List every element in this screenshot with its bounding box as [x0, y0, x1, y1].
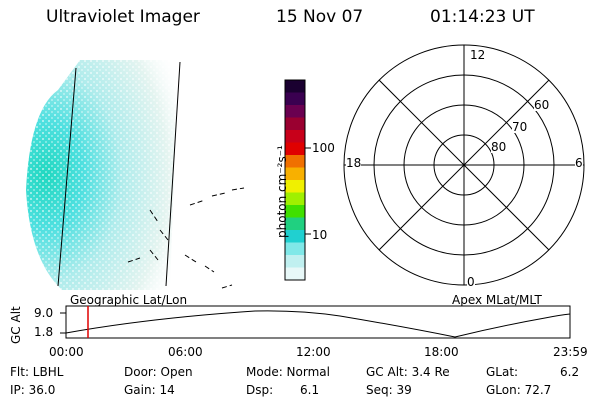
- colorbar-band: [285, 130, 305, 143]
- mlt-label-6: 6: [575, 156, 583, 170]
- mlt-label-12: 12: [470, 48, 486, 62]
- status-gain: Gain: 14: [124, 383, 175, 397]
- colorbar-tick-100: 100: [312, 141, 335, 155]
- status-dsp-label: Dsp:: [246, 383, 274, 397]
- colorbar-band: [285, 242, 305, 256]
- mlt-label-18: 18: [346, 156, 362, 170]
- timeline-xtick-1800: 18:00: [424, 345, 459, 359]
- mlt-label-0: 0: [467, 275, 475, 289]
- status-glon: GLon: 72.7: [486, 383, 552, 397]
- colorbar-band: [285, 267, 305, 281]
- status-glat-value: 6.2: [560, 365, 580, 379]
- boundary-line-right: [165, 61, 181, 287]
- time-label: 01:14:23 UT: [430, 7, 535, 27]
- timeline-xtick-1200: 12:00: [296, 345, 331, 359]
- status-gcalt: GC Alt: 3.4 Re: [366, 365, 450, 379]
- colorbar-band: [285, 230, 305, 243]
- colorbar-band: [285, 205, 305, 218]
- timeline-xtick-2359: 23:59: [553, 345, 588, 359]
- instrument-title: Ultraviolet Imager: [46, 7, 200, 27]
- colorbar-band: [285, 217, 305, 231]
- lat-label-80: 80: [491, 140, 507, 154]
- colorbar-band: [285, 92, 305, 106]
- colorbar-band: [285, 105, 305, 118]
- colorbar-band: [285, 192, 305, 206]
- timeline-xtick-0000: 00:00: [49, 345, 84, 359]
- timeline-right-caption: Apex MLat/MLT: [452, 293, 542, 307]
- colorbar-band: [285, 167, 305, 181]
- status-door: Door: Open: [124, 365, 193, 379]
- status-glat-label: GLat:: [486, 365, 519, 379]
- status-ip: IP: 36.0: [10, 383, 56, 397]
- status-mode: Mode: Normal: [246, 365, 330, 379]
- status-flt: Flt: LBHL: [10, 365, 64, 379]
- status-dsp-value: 6.1: [300, 383, 320, 397]
- timeline-xtick-0600: 06:00: [168, 345, 203, 359]
- boundary-line-left: [57, 67, 77, 287]
- colorbar-band: [285, 180, 305, 193]
- date-label: 15 Nov 07: [276, 7, 364, 27]
- status-seq: Seq: 39: [366, 383, 412, 397]
- colorbar-band: [285, 155, 305, 168]
- colorbar-band: [285, 80, 305, 93]
- lat-label-60: 60: [534, 98, 550, 112]
- lat-label-70: 70: [512, 120, 528, 134]
- timeline-ytick-1.8: 1.8: [34, 325, 54, 339]
- timeline-left-caption: Geographic Lat/Lon: [70, 293, 188, 307]
- colorbar-band: [285, 255, 305, 268]
- colorbar-tick-10: 10: [312, 228, 328, 242]
- timeline-ytick-9: 9.0: [34, 306, 54, 320]
- colorbar-band: [285, 117, 305, 131]
- colorbar-band: [285, 142, 305, 156]
